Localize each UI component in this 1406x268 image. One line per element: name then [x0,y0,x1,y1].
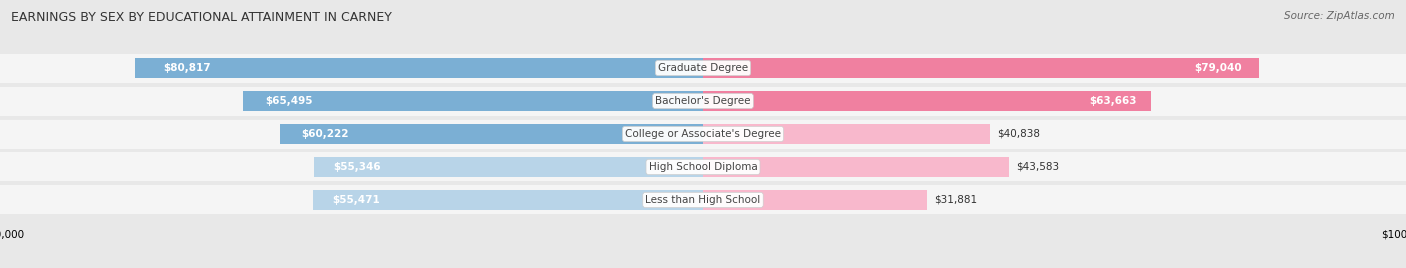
Bar [703,58,1258,78]
Bar [0,87,1406,116]
Text: $80,817: $80,817 [163,63,211,73]
Text: $43,583: $43,583 [1017,162,1060,172]
Bar [0,54,1406,83]
Text: Source: ZipAtlas.com: Source: ZipAtlas.com [1284,11,1395,21]
Bar [0,120,1406,148]
Bar [703,124,990,144]
Text: Less than High School: Less than High School [645,195,761,205]
Bar [135,58,703,78]
Text: $40,838: $40,838 [997,129,1040,139]
Bar [280,124,703,144]
Text: EARNINGS BY SEX BY EDUCATIONAL ATTAINMENT IN CARNEY: EARNINGS BY SEX BY EDUCATIONAL ATTAINMEN… [11,11,392,24]
Text: Bachelor's Degree: Bachelor's Degree [655,96,751,106]
Bar [703,157,1010,177]
Bar [0,185,1406,214]
Bar [243,91,703,111]
Text: $65,495: $65,495 [266,96,314,106]
Bar [703,190,927,210]
Text: $63,663: $63,663 [1090,96,1137,106]
Bar [703,91,1150,111]
Text: Graduate Degree: Graduate Degree [658,63,748,73]
Text: $55,346: $55,346 [333,162,381,172]
Text: High School Diploma: High School Diploma [648,162,758,172]
Bar [314,157,703,177]
Text: $60,222: $60,222 [301,129,349,139]
Bar [0,152,1406,181]
Text: $79,040: $79,040 [1194,63,1241,73]
Text: College or Associate's Degree: College or Associate's Degree [626,129,780,139]
Text: $55,471: $55,471 [333,195,380,205]
Text: $31,881: $31,881 [934,195,977,205]
Bar [314,190,703,210]
